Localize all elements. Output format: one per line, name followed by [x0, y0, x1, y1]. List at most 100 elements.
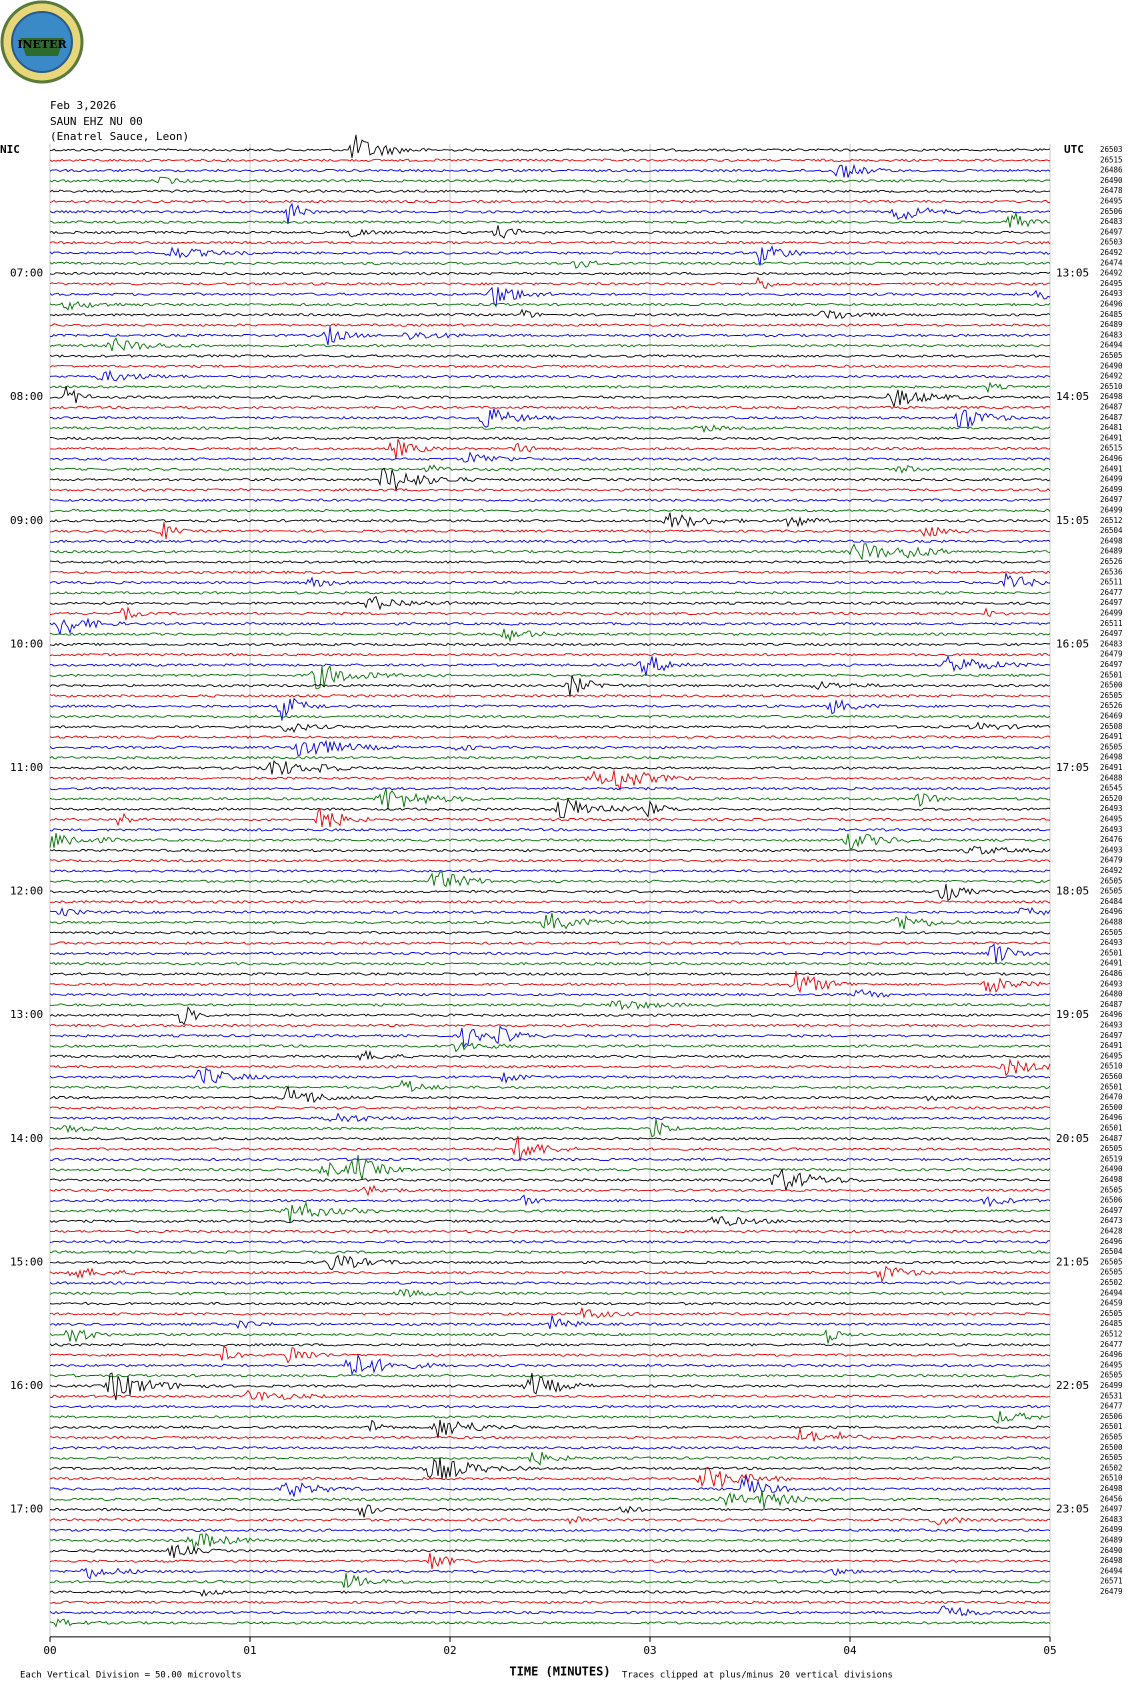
left-hour-label: 10:00 — [10, 637, 43, 650]
trace — [49, 386, 1051, 409]
trace-id: 26506 — [1100, 207, 1123, 216]
trace — [49, 1023, 1051, 1028]
trace — [49, 163, 1051, 178]
trace-id: 26474 — [1100, 258, 1123, 267]
trace-id: 26497 — [1100, 1206, 1123, 1215]
trace — [49, 1194, 1051, 1208]
trace-id: 26495 — [1100, 815, 1123, 824]
trace — [49, 1419, 1051, 1438]
trace-id: 26480 — [1100, 990, 1123, 999]
trace-id: 26485 — [1100, 1319, 1123, 1328]
right-hour-label: 17:05 — [1056, 761, 1089, 774]
trace — [49, 1600, 1051, 1605]
trace — [49, 906, 1051, 917]
trace-id: 26501 — [1100, 948, 1123, 957]
trace-id: 26515 — [1100, 444, 1123, 453]
right-hour-label: 13:05 — [1056, 267, 1089, 280]
trace-id: 26487 — [1100, 403, 1123, 412]
trace — [49, 212, 1051, 228]
trace — [49, 1528, 1051, 1533]
trace — [49, 176, 1051, 185]
trace — [49, 1567, 1051, 1580]
trace-id: 26477 — [1100, 588, 1123, 597]
trace-id: 26496 — [1100, 1113, 1123, 1122]
trace — [49, 512, 1051, 528]
trace-id: 26491 — [1100, 732, 1123, 741]
x-tick-label: 05 — [1043, 1644, 1056, 1657]
trace-id: 26478 — [1100, 186, 1123, 195]
trace — [49, 1588, 1051, 1597]
right-hour-label: 20:05 — [1056, 1132, 1089, 1145]
trace-id: 26510 — [1100, 1474, 1123, 1483]
trace — [49, 664, 1051, 690]
trace — [49, 807, 1051, 827]
right-hour-label: 23:05 — [1056, 1503, 1089, 1516]
trace-id: 26505 — [1100, 887, 1123, 896]
left-hour-label: 15:00 — [10, 1255, 43, 1268]
trace — [49, 308, 1051, 320]
trace-id: 26477 — [1100, 1340, 1123, 1349]
trace-id: 26479 — [1100, 650, 1123, 659]
trace-id: 26491 — [1100, 959, 1123, 968]
left-zone: NIC — [0, 143, 20, 156]
x-tick-label: 02 — [443, 1644, 456, 1657]
trace — [49, 1342, 1051, 1347]
trace-id: 26505 — [1100, 1433, 1123, 1442]
trace-id: 26501 — [1100, 1124, 1123, 1133]
trace — [49, 655, 1051, 676]
trace — [49, 1239, 1051, 1244]
trace — [49, 1466, 1051, 1488]
trace — [49, 1411, 1051, 1424]
trace-id: 26498 — [1100, 753, 1123, 762]
x-axis-label: TIME (MINUTES) — [509, 1665, 610, 1679]
trace — [49, 521, 1051, 540]
trace — [49, 1041, 1051, 1053]
trace-id: 26515 — [1100, 155, 1123, 164]
trace-id: 26499 — [1100, 485, 1123, 494]
trace — [49, 301, 1051, 311]
trace-id: 26492 — [1100, 372, 1123, 381]
trace — [49, 1106, 1051, 1110]
trace-id: 26519 — [1100, 1154, 1123, 1163]
trace — [49, 323, 1051, 327]
trace — [49, 1301, 1051, 1306]
trace-id: 26545 — [1100, 784, 1123, 793]
trace-id: 26497 — [1100, 1031, 1123, 1040]
trace-id: 26494 — [1100, 1566, 1123, 1575]
trace-id: 26498 — [1100, 1556, 1123, 1565]
trace — [49, 508, 1051, 513]
trace-id: 26505 — [1100, 928, 1123, 937]
trace-id: 26487 — [1100, 1134, 1123, 1143]
trace-id: 26512 — [1100, 1330, 1123, 1339]
trace — [49, 1049, 1051, 1062]
trace — [49, 1250, 1051, 1254]
trace — [49, 570, 1051, 575]
trace — [49, 1281, 1051, 1285]
trace — [49, 931, 1051, 935]
trace — [49, 721, 1051, 734]
trace — [49, 1079, 1051, 1092]
trace — [49, 543, 1051, 561]
trace-id: 26459 — [1100, 1299, 1123, 1308]
scale-value: 50.00 microvolts — [155, 1671, 242, 1681]
trace-id: 26483 — [1100, 217, 1123, 226]
trace — [49, 1428, 1051, 1442]
station: SAUN EHZ NU 00 — [50, 115, 143, 128]
x-tick-label: 04 — [843, 1644, 857, 1657]
trace — [49, 158, 1051, 163]
left-hour-label: 07:00 — [10, 267, 43, 280]
trace — [49, 739, 1051, 756]
trace — [49, 591, 1050, 595]
trace-id: 26501 — [1100, 1422, 1123, 1431]
trace-id: 26473 — [1100, 1216, 1123, 1225]
trace — [49, 697, 1051, 721]
trace-id: 26494 — [1100, 341, 1123, 350]
right-hour-label: 14:05 — [1056, 390, 1089, 403]
left-hour-label: 14:00 — [10, 1132, 43, 1145]
trace-id: 26481 — [1100, 423, 1123, 432]
trace — [49, 436, 1051, 441]
trace — [49, 1605, 1051, 1617]
trace — [49, 1490, 1051, 1509]
trace-id: 26495 — [1100, 1051, 1123, 1060]
trace — [49, 467, 1051, 491]
